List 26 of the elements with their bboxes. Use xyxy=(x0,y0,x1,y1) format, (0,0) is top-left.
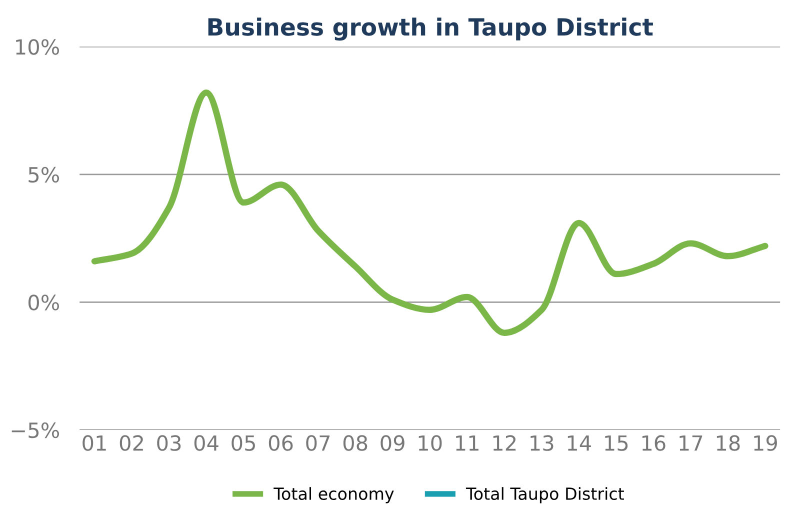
x-tick-label: 16 xyxy=(642,435,666,451)
legend-label: Total economy xyxy=(274,487,394,504)
y-tick-label: −5% xyxy=(12,422,60,438)
x-tick-label: 03 xyxy=(157,435,181,451)
y-tick-label: 10% xyxy=(16,39,60,55)
x-tick-label: 14 xyxy=(568,435,591,451)
y-tick-label: 0% xyxy=(28,294,60,310)
x-tick-label: 15 xyxy=(605,435,628,451)
x-tick-label: 02 xyxy=(120,435,143,451)
chart-title: Business growth in Taupo District xyxy=(208,18,653,41)
x-tick-label: 17 xyxy=(680,435,702,451)
x-tick-label: 19 xyxy=(754,435,777,451)
x-tick-label: 06 xyxy=(268,435,293,451)
x-tick-label: 18 xyxy=(716,435,740,451)
x-tick-label: 09 xyxy=(380,435,404,451)
x-tick-label: 07 xyxy=(306,435,330,451)
x-tick-label: 10 xyxy=(418,435,442,451)
x-tick-label: 08 xyxy=(343,435,368,451)
legend-label: Total Taupo District xyxy=(466,487,624,504)
x-tick-label: 12 xyxy=(493,435,516,451)
x-tick-label: 11 xyxy=(456,435,478,451)
y-tick-label: 5% xyxy=(28,166,60,183)
x-tick-label: 13 xyxy=(530,435,554,451)
x-tick-label: 01 xyxy=(82,435,106,451)
x-tick-label: 04 xyxy=(194,435,218,451)
x-tick-label: 05 xyxy=(232,435,255,451)
